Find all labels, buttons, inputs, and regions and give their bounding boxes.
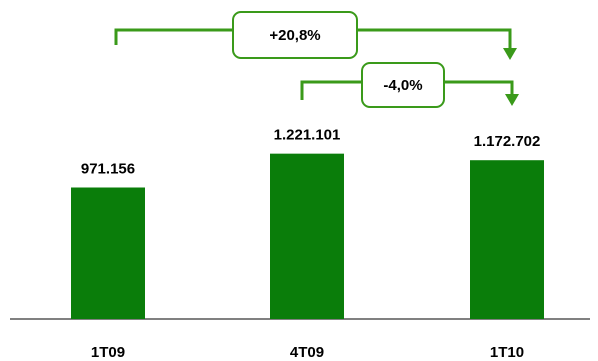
annotation-label: +20,8% xyxy=(269,27,320,44)
arrow-down-icon xyxy=(503,48,517,60)
bar-4T09 xyxy=(270,153,344,319)
category-label-1T09: 1T09 xyxy=(91,344,125,361)
bars-group: 971.156 1T09 1.221.101 4T09 1.172.702 1T10 xyxy=(71,127,544,361)
arrow-down-icon xyxy=(505,94,519,106)
value-label-1T09: 971.156 xyxy=(81,161,135,178)
annotation-label: -4,0% xyxy=(383,77,422,94)
annotation-line-right xyxy=(444,80,514,96)
value-label-1T10: 1.172.702 xyxy=(474,133,541,150)
annotations-group: +20,8% -4,0% xyxy=(114,11,519,108)
category-label-1T10: 1T10 xyxy=(490,344,524,361)
annotation-box xyxy=(232,11,358,59)
annotation-2: -4,0% xyxy=(300,62,519,108)
annotation-1: +20,8% xyxy=(114,11,517,60)
annotation-line-right xyxy=(357,28,512,50)
annotation-line-left xyxy=(114,28,233,45)
annotation-line-left xyxy=(300,80,362,100)
bar-1T10 xyxy=(470,160,544,319)
annotation-box xyxy=(361,62,445,108)
bar-1T09 xyxy=(71,187,145,319)
value-label-4T09: 1.221.101 xyxy=(274,127,341,144)
category-label-4T09: 4T09 xyxy=(290,344,324,361)
